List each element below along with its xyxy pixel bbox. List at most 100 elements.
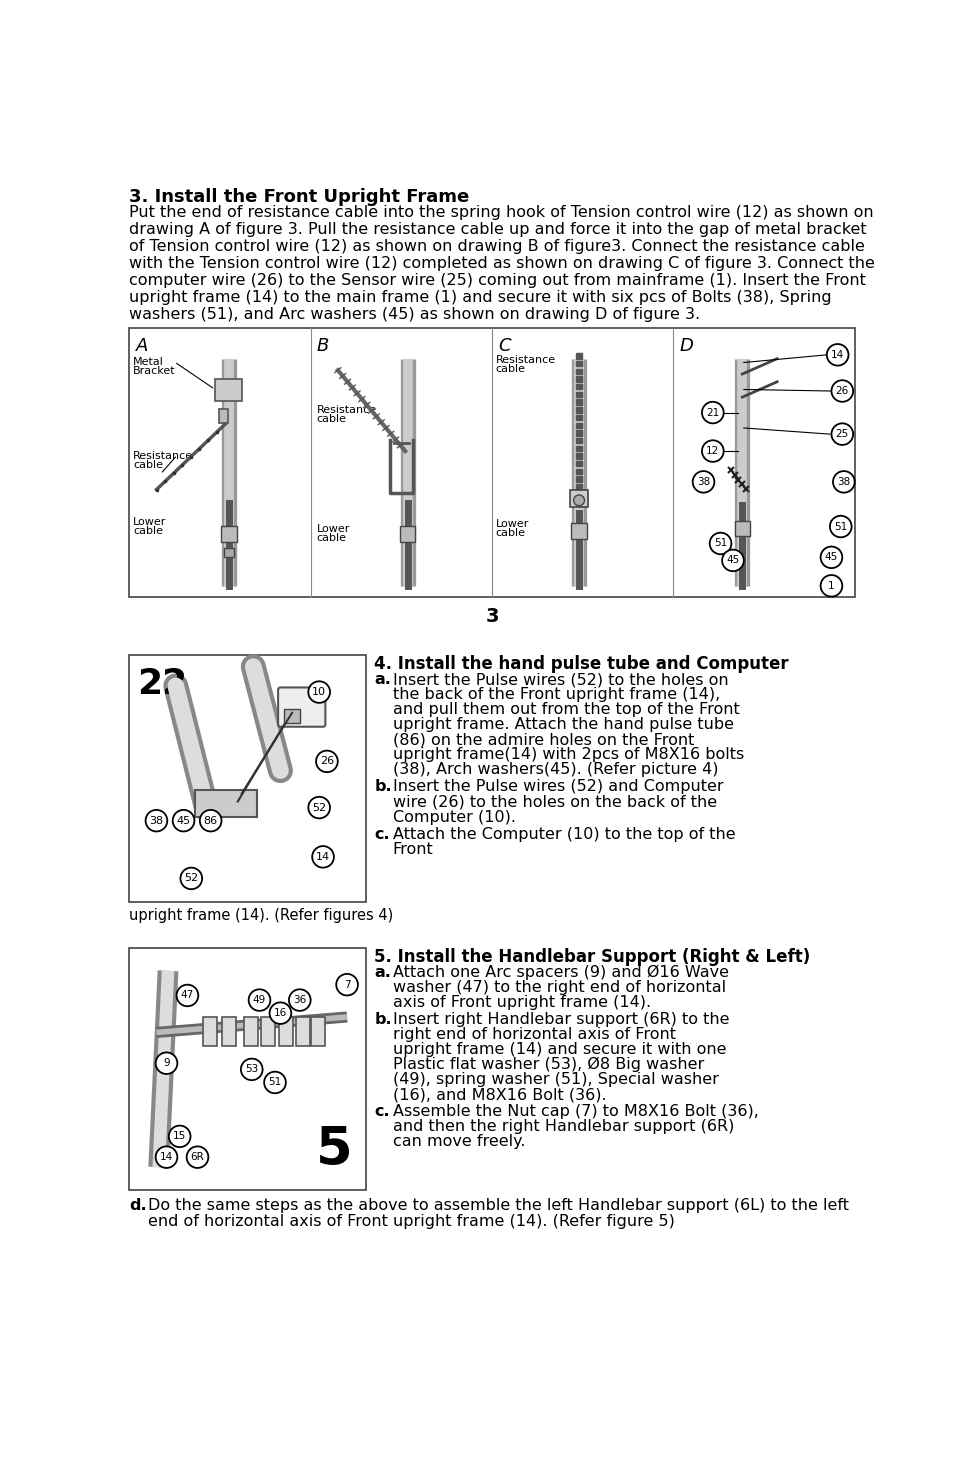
Bar (576, 422, 582, 428)
Bar (203, 1017, 217, 1046)
Bar (576, 407, 582, 413)
Text: cable: cable (496, 364, 526, 375)
Circle shape (146, 810, 167, 831)
Circle shape (308, 797, 330, 819)
Text: (86) on the admire holes on the Front: (86) on the admire holes on the Front (393, 732, 694, 746)
Text: right end of horizontal axis of Front: right end of horizontal axis of Front (393, 1026, 676, 1043)
Bar (576, 361, 582, 366)
Text: upright frame(14) with 2pcs of M8X16 bolts: upright frame(14) with 2pcs of M8X16 bol… (393, 746, 744, 763)
Text: computer wire (26) to the Sensor wire (25) coming out from mainframe (1). Insert: computer wire (26) to the Sensor wire (2… (130, 273, 866, 289)
Text: B: B (317, 338, 329, 355)
Bar (130, 327, 854, 597)
Text: 14: 14 (316, 852, 330, 862)
Text: upright frame. Attach the hand pulse tube: upright frame. Attach the hand pulse tub… (393, 717, 733, 732)
Bar (296, 1017, 310, 1046)
Bar (734, 521, 750, 536)
Text: Insert the Pulse wires (52) and Computer: Insert the Pulse wires (52) and Computer (393, 779, 724, 794)
Circle shape (829, 515, 852, 538)
Text: b.: b. (374, 1012, 392, 1026)
Text: Attach one Arc spacers (9) and Ø16 Wave: Attach one Arc spacers (9) and Ø16 Wave (393, 964, 729, 980)
Bar (576, 415, 582, 421)
Text: 26: 26 (320, 757, 334, 766)
Circle shape (336, 974, 358, 995)
Circle shape (180, 868, 203, 889)
Bar (576, 446, 582, 452)
Bar (130, 948, 367, 1191)
Text: Resistance: Resistance (133, 452, 193, 461)
Text: 36: 36 (293, 995, 306, 1006)
Text: of Tension control wire (12) as shown on drawing B of figure3. Connect the resis: of Tension control wire (12) as shown on… (130, 240, 865, 255)
Circle shape (722, 549, 744, 572)
Text: A: A (135, 338, 148, 355)
Text: Attach the Computer (10) to the top of the: Attach the Computer (10) to the top of t… (393, 826, 735, 841)
Text: wire (26) to the holes on the back of the: wire (26) to the holes on the back of th… (393, 794, 717, 810)
Text: 9: 9 (163, 1059, 170, 1068)
Bar (576, 461, 582, 467)
Circle shape (831, 424, 853, 444)
Circle shape (821, 575, 842, 597)
Text: 25: 25 (835, 429, 849, 440)
Circle shape (316, 751, 338, 772)
Text: 45: 45 (727, 555, 739, 566)
Circle shape (693, 471, 714, 493)
Text: and then the right Handlebar support (6R): and then the right Handlebar support (6R… (393, 1120, 734, 1134)
Circle shape (702, 401, 724, 424)
Text: upright frame (14). (Refer figures 4): upright frame (14). (Refer figures 4) (130, 908, 394, 923)
Text: Assemble the Nut cap (7) to M8X16 Bolt (36),: Assemble the Nut cap (7) to M8X16 Bolt (… (393, 1105, 758, 1120)
Text: cable: cable (317, 415, 347, 424)
Circle shape (270, 1003, 291, 1023)
Text: Computer (10).: Computer (10). (393, 810, 516, 825)
Text: Front: Front (393, 841, 434, 857)
Text: 47: 47 (180, 991, 194, 1001)
Text: 1: 1 (828, 581, 835, 591)
Circle shape (289, 989, 311, 1012)
Text: cable: cable (133, 461, 163, 471)
Text: 4. Install the hand pulse tube and Computer: 4. Install the hand pulse tube and Compu… (374, 655, 789, 674)
Text: c.: c. (374, 1105, 390, 1120)
Text: D: D (680, 338, 693, 355)
Text: 51: 51 (269, 1078, 281, 1087)
Text: 14: 14 (160, 1152, 173, 1163)
Text: 7: 7 (344, 979, 350, 989)
Bar (576, 384, 582, 390)
Bar (576, 400, 582, 404)
Circle shape (702, 440, 724, 462)
Bar (571, 523, 587, 539)
Text: washers (51), and Arc washers (45) as shown on drawing D of figure 3.: washers (51), and Arc washers (45) as sh… (130, 307, 701, 321)
Circle shape (173, 810, 194, 831)
Text: Insert the Pulse wires (52) to the holes on: Insert the Pulse wires (52) to the holes… (393, 672, 729, 687)
Text: washer (47) to the right end of horizontal: washer (47) to the right end of horizont… (393, 979, 726, 995)
Text: 16: 16 (274, 1009, 287, 1017)
Text: drawing A of figure 3. Pull the resistance cable up and force it into the gap of: drawing A of figure 3. Pull the resistan… (130, 222, 867, 237)
Text: 51: 51 (714, 539, 727, 548)
Text: Resistance: Resistance (496, 355, 556, 364)
Text: Do the same steps as the above to assemble the left Handlebar support (6L) to th: Do the same steps as the above to assemb… (148, 1198, 849, 1213)
Text: 51: 51 (834, 521, 848, 532)
Text: cable: cable (133, 526, 163, 536)
Text: 26: 26 (835, 387, 849, 395)
Bar (576, 369, 582, 375)
Circle shape (169, 1126, 190, 1148)
Text: 38: 38 (697, 477, 710, 487)
Circle shape (200, 810, 222, 831)
Text: 6R: 6R (191, 1152, 204, 1163)
Circle shape (264, 1072, 286, 1093)
Circle shape (156, 1053, 178, 1074)
Text: 45: 45 (825, 552, 838, 563)
Text: Bracket: Bracket (133, 366, 176, 376)
Text: axis of Front upright frame (14).: axis of Front upright frame (14). (393, 995, 651, 1010)
Text: d.: d. (130, 1198, 147, 1213)
Bar (261, 1017, 275, 1046)
Text: 22: 22 (137, 666, 187, 701)
Text: Lower: Lower (317, 524, 350, 535)
Text: 52: 52 (184, 874, 199, 884)
Text: C: C (498, 338, 511, 355)
Circle shape (709, 533, 732, 554)
Text: cable: cable (496, 529, 526, 538)
Circle shape (249, 989, 271, 1012)
Circle shape (156, 1146, 178, 1169)
Circle shape (821, 546, 842, 569)
Bar (215, 379, 242, 401)
Text: (16), and M8X16 Bolt (36).: (16), and M8X16 Bolt (36). (393, 1087, 607, 1102)
Text: (38), Arch washers(45). (Refer picture 4): (38), Arch washers(45). (Refer picture 4… (393, 763, 718, 778)
